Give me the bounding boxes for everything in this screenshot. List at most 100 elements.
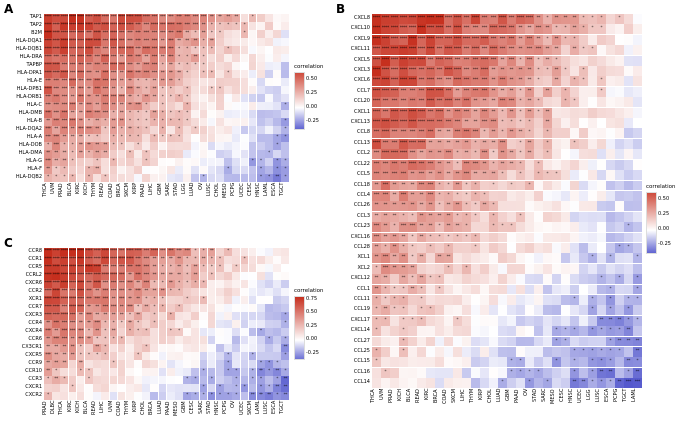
heatmap-cell: ** [390, 263, 399, 274]
heatmap-cell [480, 378, 489, 389]
heatmap-cell: * [117, 142, 126, 150]
row-label: XCL2 [357, 264, 370, 271]
heatmap-cell [256, 150, 265, 158]
heatmap-cell [256, 272, 265, 280]
heatmap-cell: * [84, 134, 93, 142]
heatmap-row: HLA-DQB1 **** **** **** **** **** **** *** *** **… [4, 46, 290, 54]
heatmap-cell [624, 24, 633, 35]
heatmap-cell [498, 211, 507, 222]
heatmap-cell [215, 312, 224, 320]
heatmap-cell [543, 263, 552, 274]
heatmap-cell [265, 142, 273, 150]
heatmap-cell [183, 304, 191, 312]
heatmap-cell: *** [125, 86, 134, 94]
column-label-cell: READ [415, 389, 424, 439]
heatmap-cell: *** [44, 126, 52, 134]
heatmap-cell: **** [68, 304, 77, 312]
heatmap-cell: * [408, 315, 417, 326]
heatmap-cell [516, 347, 525, 357]
heatmap-cell: *** [142, 256, 150, 264]
column-label: THYM [469, 389, 475, 404]
heatmap-cell: ** [44, 320, 52, 328]
row-label: HLA-F [27, 166, 42, 172]
heatmap-cell [516, 232, 525, 243]
heatmap-cell: ** [435, 128, 444, 139]
heatmap-cell: ** [633, 336, 642, 347]
heatmap-cell [240, 70, 249, 78]
heatmap-cell [207, 110, 216, 118]
heatmap-cell [232, 46, 240, 54]
heatmap-cell [579, 211, 588, 222]
heatmap-cell [134, 174, 142, 182]
heatmap-cell [175, 368, 183, 376]
heatmap-cell: ** [84, 304, 93, 312]
heatmap-cell: **** [109, 30, 118, 38]
heatmap-cell [248, 102, 257, 110]
heatmap-cell: * [381, 242, 390, 253]
heatmap-cell [624, 138, 633, 149]
heatmap-cell: * [579, 24, 588, 35]
heatmap-cell [109, 376, 118, 384]
heatmap-cell [534, 201, 543, 212]
heatmap-cell [265, 328, 273, 336]
heatmap-cell: ** [390, 211, 399, 222]
heatmap-cell: **** [408, 14, 417, 24]
heatmap-cell: ** [207, 248, 216, 256]
heatmap-cell: * [417, 284, 426, 295]
heatmap-cell: * [117, 320, 126, 328]
column-label: THCA [58, 400, 65, 415]
heatmap-cell [615, 45, 624, 56]
heatmap-cell: **** [60, 312, 69, 320]
heatmap-cell [265, 134, 273, 142]
heatmap-cell: * [624, 305, 633, 316]
heatmap-cell [76, 384, 85, 392]
heatmap-cell [507, 211, 516, 222]
heatmap-cell [579, 128, 588, 139]
heatmap-cell [224, 94, 232, 102]
heatmap-cell [256, 62, 265, 70]
heatmap-cell: ** [68, 126, 77, 134]
heatmap-cell: * [175, 304, 183, 312]
heatmap-cell [215, 94, 224, 102]
heatmap-cell: ** [435, 170, 444, 180]
heatmap-cell: **** [93, 264, 101, 272]
heatmap-cell [199, 142, 208, 150]
heatmap-cell [207, 78, 216, 86]
heatmap-cell [265, 272, 273, 280]
heatmap-cell: * [199, 70, 208, 78]
column-label-cell: LAML [263, 183, 271, 229]
heatmap-cell [93, 174, 101, 182]
heatmap-cell: **** [435, 55, 444, 66]
heatmap-cell [265, 14, 273, 22]
heatmap-cell [248, 248, 257, 256]
heatmap-cell [579, 263, 588, 274]
heatmap-cell: **** [372, 107, 381, 118]
heatmap-cell: * [543, 138, 552, 149]
heatmap-cell: **** [76, 264, 85, 272]
heatmap-cell: * [588, 347, 597, 357]
heatmap-cell [489, 378, 498, 389]
heatmap-cell [232, 360, 240, 368]
heatmap-cell [597, 294, 606, 305]
heatmap-cell: *** [166, 30, 175, 38]
heatmap-cell: **** [444, 66, 453, 76]
heatmap-cell [183, 312, 191, 320]
heatmap-cell: ** [606, 367, 615, 378]
heatmap-cell: * [543, 66, 552, 76]
heatmap-cell [199, 78, 208, 86]
heatmap-cell [240, 102, 249, 110]
heatmap-cell [561, 128, 570, 139]
heatmap-cell [435, 305, 444, 316]
heatmap-cell: ** [489, 138, 498, 149]
heatmap-cell: *** [191, 14, 200, 22]
heatmap-cell: * [191, 30, 200, 38]
heatmap-cell: **** [399, 118, 408, 128]
heatmap-row: HLA-DQA2 *** ** *** ** *** *** ** * ** * ** * * * * * * [4, 126, 290, 134]
heatmap-cell [606, 159, 615, 170]
heatmap-cell [256, 102, 265, 110]
heatmap-cell [543, 159, 552, 170]
heatmap-cell: ** [444, 201, 453, 212]
heatmap-cell: * [426, 232, 435, 243]
heatmap-cell [606, 86, 615, 97]
heatmap-cell: ** [76, 142, 85, 150]
